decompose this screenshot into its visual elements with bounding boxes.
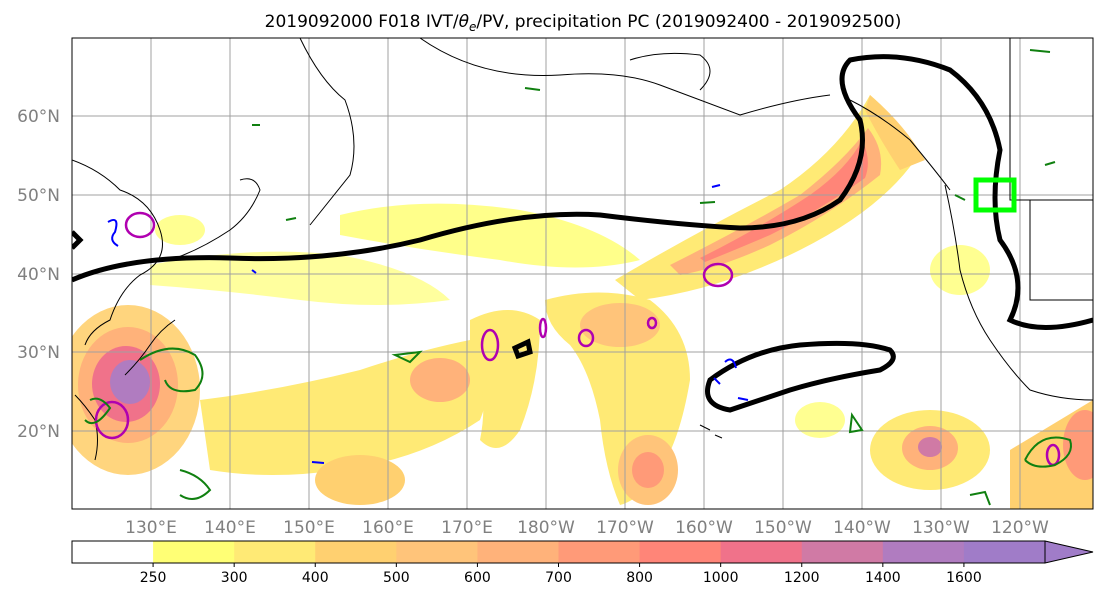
lat-label: 30°N	[17, 343, 60, 363]
colorbar-segment	[477, 541, 559, 563]
target-box	[973, 177, 1017, 213]
lon-label: 150°E	[283, 518, 335, 538]
colorbar-tick-label: 800	[626, 570, 653, 586]
lat-label: 50°N	[17, 186, 60, 206]
lat-label: 40°N	[17, 265, 60, 285]
colorbar-tick-label: 700	[545, 570, 572, 586]
coastlines	[72, 38, 1093, 461]
colorbar-segment	[153, 541, 235, 563]
colorbar-segment	[882, 541, 965, 563]
pv-contours	[94, 211, 1061, 467]
colorbar: 250 300 400 500 600 700 800 1000 1200 1400 1600	[71, 540, 1094, 586]
colorbar-segment	[963, 541, 1046, 563]
colorbar-tick-label: 400	[302, 570, 329, 586]
graticule	[72, 38, 1093, 509]
colorbar-segment	[720, 541, 803, 563]
lon-labels: 130°E 140°E 150°E 160°E 170°E 180°W 170°…	[125, 518, 1049, 538]
precip-contours	[84, 49, 1072, 506]
lon-label: 170°E	[441, 518, 493, 538]
colorbar-extend-arrow	[1044, 540, 1094, 564]
lat-labels: 60°N 50°N 40°N 30°N 20°N	[17, 107, 60, 442]
theta-e-contours	[72, 54, 1093, 413]
colorbar-tick-label: 1200	[784, 570, 820, 586]
lon-label: 140°W	[833, 518, 891, 538]
colorbar-tick-label: 500	[383, 570, 410, 586]
colorbar-tick-label: 600	[464, 570, 491, 586]
lon-label: 150°W	[754, 518, 812, 538]
lat-label: 20°N	[17, 422, 60, 442]
map-frame	[71, 37, 1094, 510]
lon-label: 160°W	[675, 518, 733, 538]
lon-label: 130°W	[912, 518, 970, 538]
lat-label: 60°N	[17, 107, 60, 127]
colorbar-segment	[315, 541, 397, 563]
lon-label: 170°W	[596, 518, 654, 538]
colorbar-segment	[558, 541, 641, 563]
map-area	[72, 38, 1093, 509]
colorbar-tick-label: 300	[221, 570, 248, 586]
colorbar-segment	[801, 541, 884, 563]
colorbar-tick-label: 1600	[946, 570, 982, 586]
colorbar-segment	[72, 541, 154, 563]
colorbar-tick-label: 1400	[865, 570, 901, 586]
lon-label: 130°E	[125, 518, 177, 538]
colorbar-tick-label: 1000	[703, 570, 739, 586]
lon-label: 140°E	[204, 518, 256, 538]
blue-contours	[107, 184, 749, 464]
lon-label: 180°W	[517, 518, 575, 538]
lon-label: 160°E	[362, 518, 414, 538]
colorbar-segment	[396, 541, 478, 563]
map-title: 2019092000 F018 IVT/θe/PV, precipitation…	[265, 12, 902, 34]
colorbar-tick-label: 250	[140, 570, 167, 586]
lon-label: 120°W	[991, 518, 1049, 538]
colorbar-segment	[639, 541, 722, 563]
colorbar-segment	[234, 541, 316, 563]
